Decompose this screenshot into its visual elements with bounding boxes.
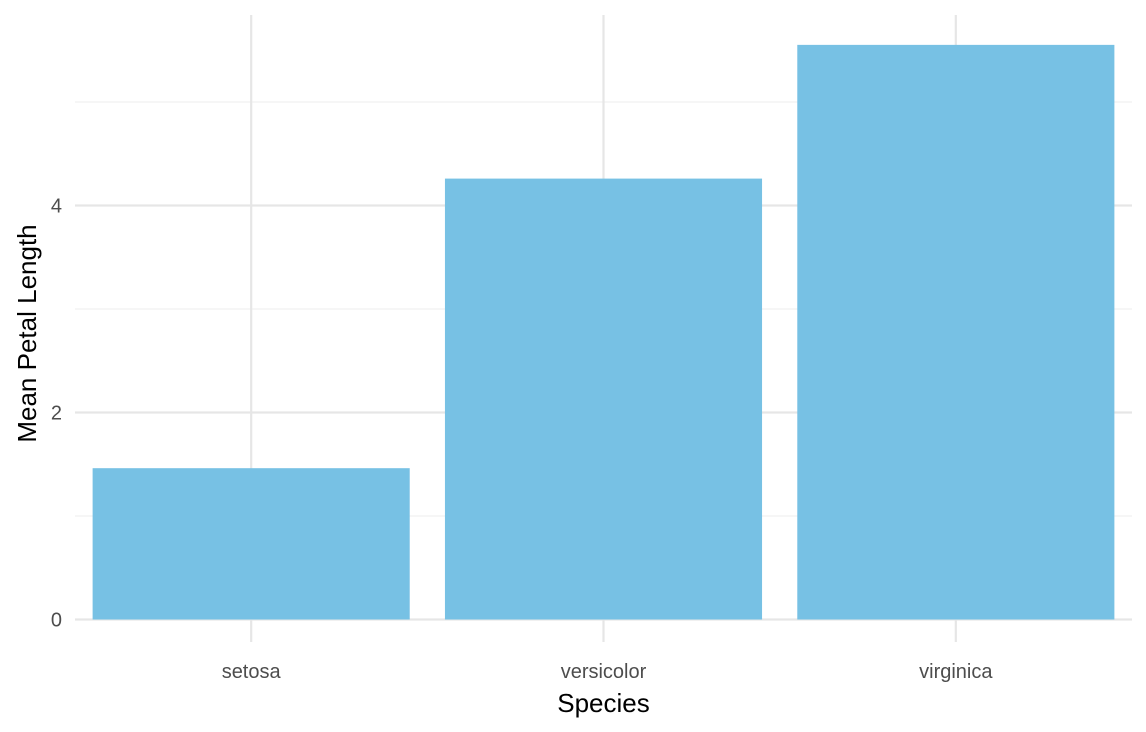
y-tick-label: 0 (51, 610, 62, 632)
x-tick-label: versicolor (561, 661, 647, 683)
x-axis-tick-labels: setosa versicolor virginica (222, 661, 994, 683)
bars (92, 44, 1115, 620)
x-axis-title: Species (557, 688, 650, 718)
y-axis-title: Mean Petal Length (12, 224, 42, 442)
y-tick-label: 4 (51, 196, 62, 218)
bar-setosa (92, 468, 410, 620)
x-tick-label: virginica (919, 661, 993, 683)
y-axis-tick-labels: 0 2 4 (51, 196, 62, 632)
bar-virginica (797, 44, 1115, 620)
y-tick-label: 2 (51, 403, 62, 425)
bar-versicolor (444, 178, 763, 620)
x-tick-label: setosa (222, 661, 282, 683)
